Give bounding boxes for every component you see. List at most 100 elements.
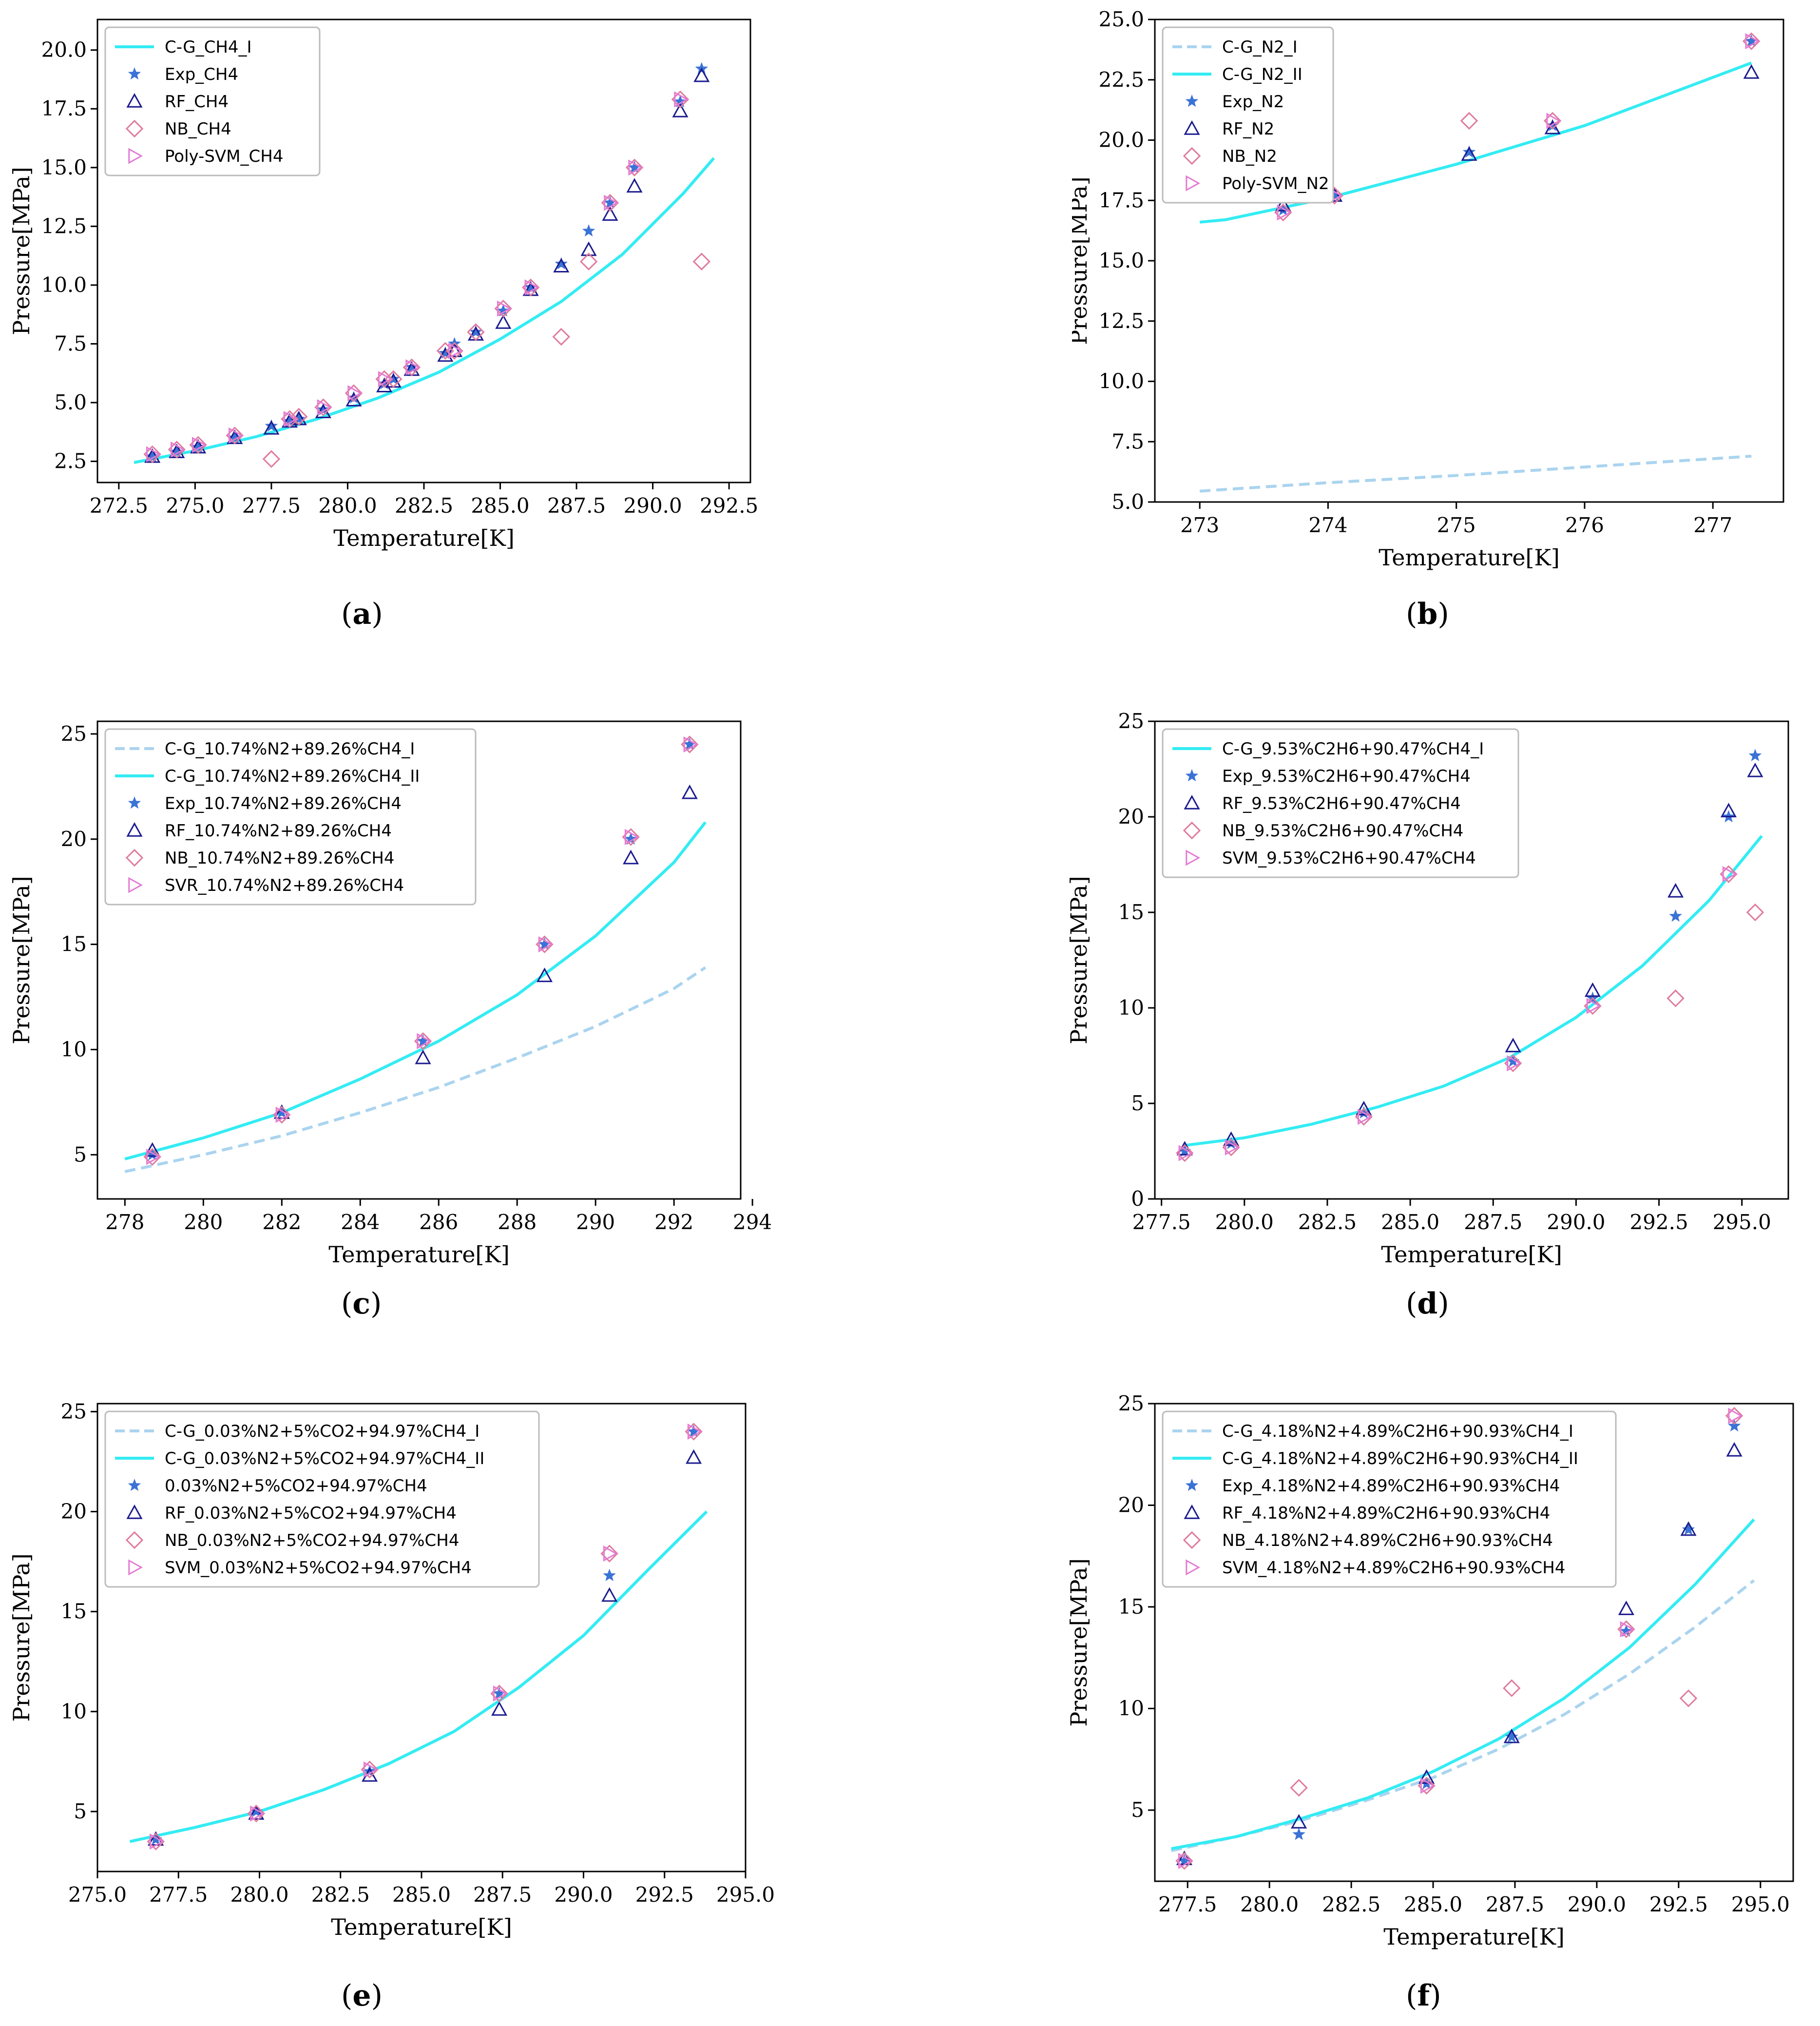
legend-label: RF_4.18%N2+4.89%C2H6+90.93%CH4 <box>1222 1504 1550 1523</box>
y-axis-label: Pressure[MPa] <box>1072 176 1092 345</box>
data-point <box>436 342 455 360</box>
data-point <box>1290 1778 1308 1797</box>
legend-marker-swatch <box>1186 1559 1201 1576</box>
legend-label: C-G_CH4_I <box>165 38 252 57</box>
data-point <box>283 414 296 427</box>
data-point <box>1356 1100 1372 1116</box>
data-point <box>146 1148 159 1160</box>
x-axis-label: Temperature[K] <box>333 525 515 551</box>
series-line <box>1199 61 1752 224</box>
data-point <box>1746 903 1764 922</box>
legend-label: SVR_10.74%N2+89.26%CH4 <box>165 876 404 895</box>
data-point <box>582 224 595 237</box>
x-tick-label: 273 <box>1180 513 1219 537</box>
legend-marker-swatch <box>1186 175 1201 192</box>
x-tick-label: 277.5 <box>242 494 301 518</box>
data-point <box>146 446 161 463</box>
legend-label: SVM_9.53%C2H6+90.47%CH4 <box>1222 849 1476 868</box>
x-tick-label: 287.5 <box>547 494 606 518</box>
x-tick-label: 285.0 <box>1381 1210 1439 1234</box>
data-point <box>628 159 643 176</box>
legend-marker-swatch <box>128 877 143 893</box>
data-point <box>692 252 711 270</box>
legend-marker-swatch <box>128 1559 143 1576</box>
legend-label: Exp_9.53%C2H6+90.47%CH4 <box>1222 767 1471 786</box>
data-point <box>1291 1814 1307 1829</box>
legend-marker-swatch <box>1183 821 1201 840</box>
data-point <box>262 450 281 468</box>
data-point <box>672 102 689 117</box>
plot-area <box>134 62 715 468</box>
series-line <box>1171 1518 1755 1851</box>
data-point <box>687 1425 700 1437</box>
series-line <box>1199 455 1752 493</box>
data-point <box>417 1033 432 1049</box>
data-point <box>1505 1038 1521 1053</box>
data-point <box>146 1149 161 1165</box>
data-point <box>1680 1521 1697 1536</box>
legend-label: NB_CH4 <box>165 119 231 139</box>
y-axis-label: Pressure[MPa] <box>1066 876 1092 1044</box>
data-point <box>491 1701 508 1716</box>
legend-box <box>1162 1410 1617 1588</box>
data-point <box>1178 1145 1193 1161</box>
y-tick-label: 25.0 <box>1098 7 1144 31</box>
x-tick-label: 277 <box>1693 513 1732 537</box>
legend-label: 0.03%N2+5%CO2+94.97%CH4 <box>165 1476 427 1496</box>
data-point <box>1584 982 1601 997</box>
data-point <box>363 1761 378 1778</box>
x-tick-label: 287.5 <box>1486 1892 1544 1916</box>
data-point <box>1679 1689 1698 1707</box>
y-tick-label: 22.5 <box>1098 68 1144 92</box>
data-point <box>1277 204 1292 221</box>
series-line <box>124 966 707 1173</box>
x-tick-label: 275 <box>1437 513 1476 537</box>
data-point <box>673 95 687 108</box>
caption-f: (f) <box>1406 1979 1441 2013</box>
chart-a: 272.5 275.0 277.5 280.0 282.5 285.0 287.5 290.0… <box>8 19 758 551</box>
legend-label: C-G_N2_II <box>1222 65 1303 84</box>
y-tick-label: 7.5 <box>1111 429 1144 453</box>
x-tick-label: 282 <box>262 1210 301 1234</box>
data-point <box>693 67 710 82</box>
legend-label: C-G_4.18%N2+4.89%C2H6+90.93%CH4_II <box>1222 1449 1578 1468</box>
data-point <box>1503 1728 1520 1743</box>
y-tick-label: 15 <box>1118 1595 1144 1619</box>
data-point <box>686 1449 702 1464</box>
data-point <box>1744 34 1758 47</box>
data-point <box>1667 989 1685 1007</box>
data-point <box>146 450 159 463</box>
data-point <box>248 1805 265 1820</box>
data-point <box>1506 1054 1520 1067</box>
legend-label: NB_N2 <box>1222 147 1277 166</box>
data-point <box>229 427 243 444</box>
data-point <box>228 431 242 444</box>
legend-marker-swatch <box>125 1531 144 1549</box>
data-point <box>1727 1419 1741 1432</box>
data-point <box>384 370 402 388</box>
series-line <box>124 821 707 1160</box>
data-point <box>405 359 421 376</box>
x-tick-label: 282.5 <box>311 1883 370 1907</box>
legend-marker-swatch <box>126 822 143 837</box>
data-point <box>363 1764 376 1777</box>
legend-marker-swatch <box>125 849 144 867</box>
y-tick-label: 25 <box>1118 709 1144 733</box>
data-point <box>493 1686 506 1699</box>
x-tick-label: 275.0 <box>166 494 224 518</box>
series-line <box>129 1510 708 1843</box>
legend-label: RF_CH4 <box>165 92 229 112</box>
data-point <box>1722 866 1737 883</box>
x-tick-label: 276 <box>1565 513 1604 537</box>
x-tick-label: 275.0 <box>68 1883 127 1907</box>
data-point <box>378 371 393 387</box>
legend-marker-swatch <box>1185 95 1199 107</box>
data-point <box>538 936 553 953</box>
x-tick-label: 292.5 <box>1629 1210 1688 1234</box>
data-point <box>317 399 332 416</box>
data-point <box>150 1833 164 1850</box>
legend-label: C-G_N2_I <box>1222 38 1298 57</box>
legend-label: Poly-SVM_CH4 <box>165 147 283 166</box>
data-point <box>405 360 419 373</box>
data-point <box>1618 1601 1634 1615</box>
